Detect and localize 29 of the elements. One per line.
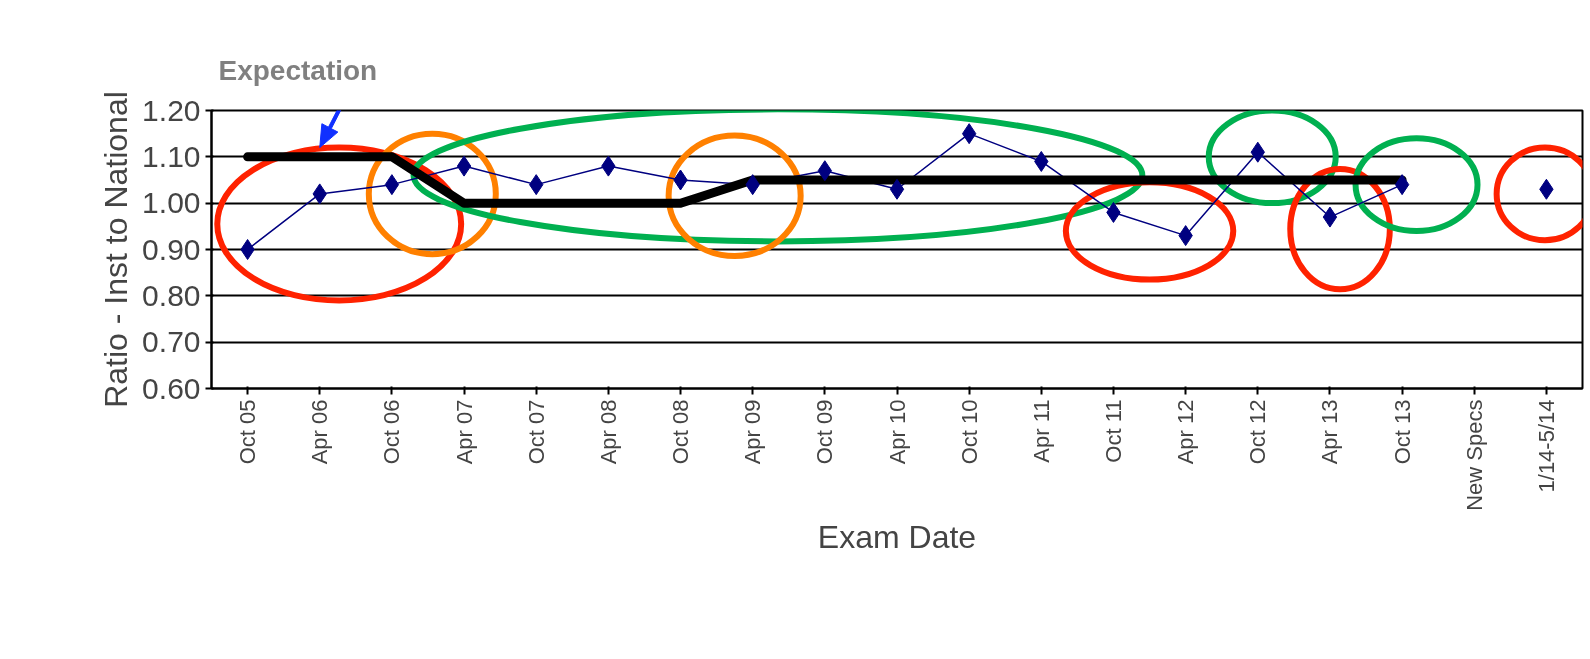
y-tick-label: 1.10 bbox=[142, 139, 201, 173]
x-tick-label: Oct 12 bbox=[1245, 399, 1271, 465]
x-axis-title: Exam Date bbox=[817, 518, 977, 555]
x-tick-label: Oct 10 bbox=[956, 399, 982, 465]
x-tick-label: New Specs bbox=[1461, 399, 1487, 511]
y-tick-label: 0.60 bbox=[142, 371, 201, 405]
x-tick-label: Apr 09 bbox=[740, 399, 766, 465]
x-tick-label: Apr 10 bbox=[884, 399, 910, 465]
x-tick-label: Oct 13 bbox=[1389, 399, 1415, 465]
x-tick-label: Apr 07 bbox=[451, 399, 477, 465]
x-tick-label: Apr 06 bbox=[307, 399, 333, 465]
text: Expectation bbox=[218, 54, 378, 86]
x-tick-label: Oct 06 bbox=[379, 399, 405, 465]
x-tick-label: Oct 08 bbox=[668, 399, 694, 465]
x-tick-label: Oct 07 bbox=[523, 399, 549, 465]
x-tick-label: Apr 11 bbox=[1028, 399, 1054, 463]
y-tick-label: 0.70 bbox=[142, 325, 201, 359]
y-tick-label: 0.80 bbox=[142, 278, 201, 312]
x-tick-label: Apr 13 bbox=[1317, 399, 1343, 465]
x-tick-label: Apr 12 bbox=[1173, 399, 1199, 465]
y-tick-label: 0.90 bbox=[142, 232, 201, 266]
x-tick-label: Oct 09 bbox=[812, 399, 838, 465]
y-tick-label: 1.00 bbox=[142, 186, 201, 220]
x-tick-label: 1/14-5/14 bbox=[1533, 399, 1559, 493]
y-tick-label: 1.20 bbox=[142, 93, 201, 127]
y-axis-title: Ratio - Inst to National bbox=[98, 91, 135, 408]
x-tick-label: Oct 05 bbox=[235, 399, 261, 465]
x-tick-label: Apr 08 bbox=[595, 399, 621, 465]
x-tick-label: Oct 11 bbox=[1100, 399, 1126, 463]
